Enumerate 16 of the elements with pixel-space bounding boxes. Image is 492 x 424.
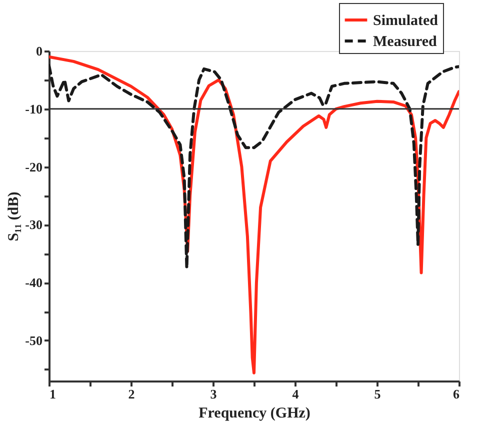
y-tick-label: -30 (25, 217, 42, 232)
x-tick-label: 1 (50, 386, 56, 402)
y-tick-label: -10 (25, 101, 42, 116)
y-axis-title: S₁₁ (dB) (6, 192, 22, 242)
x-tick-label: 3 (210, 386, 218, 402)
x-tick-label: 6 (453, 386, 460, 402)
y-tick-label: 0 (36, 44, 42, 58)
y-tick-label: -20 (25, 159, 42, 174)
legend-label: Simulated (373, 13, 439, 29)
y-tick-label: -50 (25, 332, 42, 348)
x-tick-label: 2 (128, 386, 135, 402)
x-axis-title: Frequency (GHz) (198, 406, 310, 422)
x-tick-label: 5 (374, 386, 382, 402)
x-tick-label: 4 (292, 386, 300, 402)
legend-label: Measured (373, 34, 438, 50)
y-tick-label: -40 (25, 275, 42, 290)
